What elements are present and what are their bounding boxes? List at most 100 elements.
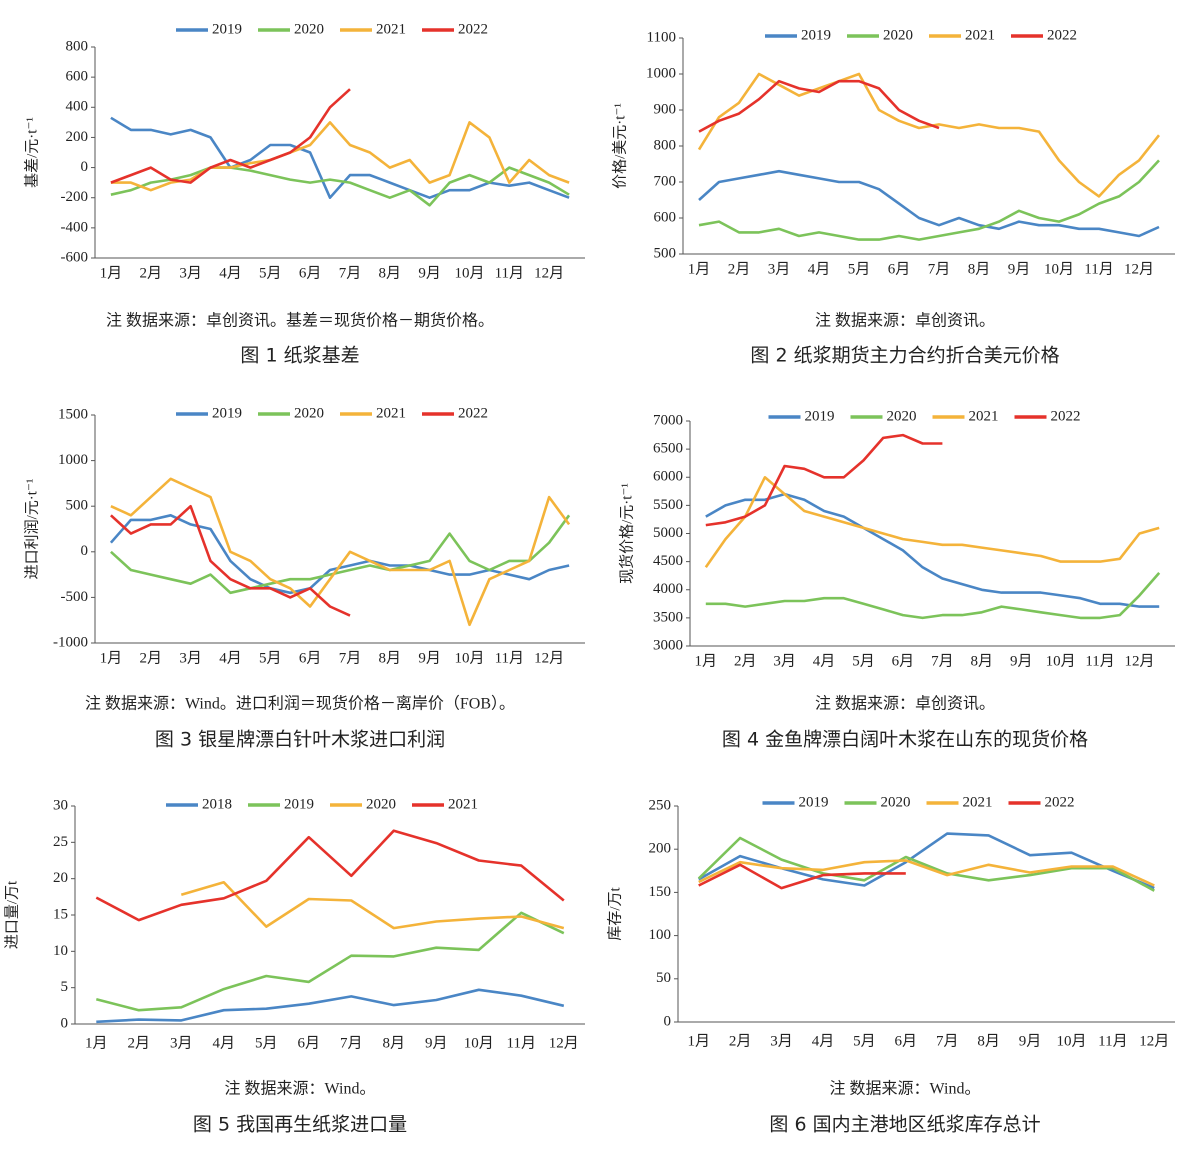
legend-label: 2019	[212, 405, 242, 421]
y-tick-label: 0	[81, 159, 89, 175]
x-tick-label: 6月	[299, 265, 322, 281]
y-axis-label: 价格/美元·t⁻¹	[611, 103, 628, 189]
legend-label: 2020	[883, 27, 913, 43]
x-tick-label: 2月	[140, 265, 163, 281]
y-tick-label: 700	[654, 173, 677, 189]
legend-label: 2020	[294, 405, 324, 421]
x-tick-label: 5月	[848, 261, 871, 277]
series-line	[698, 159, 1160, 241]
legend-label: 2021	[965, 27, 995, 43]
x-tick-label: 1月	[688, 261, 711, 277]
y-tick-label: 1000	[646, 65, 676, 81]
x-tick-label: 7月	[340, 1035, 363, 1051]
y-tick-label: 400	[66, 99, 89, 115]
y-tick-label: 20	[53, 870, 68, 886]
x-tick-label: 12月	[534, 265, 564, 281]
y-tick-label: 4000	[653, 581, 683, 597]
caption: 图 4 金鱼牌漂白阔叶木浆在山东的现货价格	[722, 729, 1088, 751]
x-tick-label: 3月	[179, 265, 202, 281]
x-tick-label: 2月	[127, 1035, 150, 1051]
x-tick-label: 9月	[1010, 653, 1033, 669]
y-tick-label: 600	[654, 209, 677, 225]
note: 注 数据来源：Wind。进口利润＝现货价格－离岸价（FOB）。	[85, 695, 515, 713]
y-tick-label: 0	[81, 543, 89, 559]
caption: 图 5 我国再生纸浆进口量	[193, 1114, 407, 1136]
series-line	[705, 433, 943, 527]
x-tick-label: 9月	[425, 1035, 448, 1051]
y-tick-label: 150	[649, 884, 672, 900]
y-tick-label: 100	[649, 927, 672, 943]
x-tick-label: 4月	[212, 1035, 235, 1051]
legend-label: 2022	[1047, 27, 1077, 43]
series-line	[698, 79, 940, 133]
legend-label: 2022	[458, 405, 488, 421]
x-tick-label: 6月	[892, 653, 915, 669]
series-line	[110, 166, 570, 207]
x-tick-label: 3月	[770, 1033, 793, 1049]
y-tick-label: 1100	[647, 29, 676, 45]
x-tick-label: 10月	[1044, 261, 1074, 277]
x-tick-label: 2月	[140, 650, 163, 666]
note: 注 数据来源：卓创资讯。	[815, 312, 995, 330]
y-tick-label: 1000	[58, 452, 88, 468]
y-tick-label: 4500	[653, 553, 683, 569]
legend-label: 2019	[212, 21, 242, 37]
y-tick-label: 5000	[653, 525, 683, 541]
x-tick-label: 5月	[852, 653, 875, 669]
x-tick-label: 3月	[170, 1035, 193, 1051]
x-tick-label: 11月	[495, 650, 524, 666]
y-tick-label: 0	[664, 1013, 672, 1029]
series-line	[698, 859, 1155, 887]
legend-label: 2021	[963, 794, 993, 810]
note: 注 数据来源：卓创资讯。	[815, 695, 995, 713]
y-axis-label: 进口量/万t	[3, 880, 20, 949]
legend-label: 2021	[969, 408, 999, 424]
y-tick-label: -400	[61, 219, 89, 235]
x-tick-label: 9月	[1019, 1033, 1042, 1049]
note: 注 数据来源：Wind。	[830, 1080, 981, 1098]
legend-label: 2020	[881, 794, 911, 810]
y-axis-label: 进口利润/元·t⁻¹	[23, 479, 40, 580]
series-line	[110, 88, 351, 184]
y-tick-label: 30	[53, 797, 68, 813]
note: 注 数据来源：Wind。	[225, 1080, 376, 1098]
y-tick-label: 200	[649, 841, 672, 857]
caption: 图 6 国内主港地区纸浆库存总计	[769, 1114, 1040, 1136]
legend-label: 2020	[294, 21, 324, 37]
x-tick-label: 4月	[808, 261, 831, 277]
x-tick-label: 3月	[773, 653, 796, 669]
legend-label: 2019	[284, 796, 314, 812]
y-axis-label: 现货价格/元·t⁻¹	[618, 483, 635, 584]
x-tick-label: 5月	[255, 1035, 278, 1051]
x-tick-label: 8月	[971, 653, 994, 669]
x-tick-label: 8月	[968, 261, 991, 277]
legend-label: 2018	[202, 796, 232, 812]
y-tick-label: -600	[61, 249, 89, 265]
caption: 图 2 纸浆期货主力合约折合美元价格	[750, 345, 1059, 367]
y-tick-label: 3500	[653, 609, 683, 625]
legend-label: 2022	[1045, 794, 1075, 810]
x-tick-label: 2月	[734, 653, 757, 669]
x-tick-label: 7月	[928, 261, 951, 277]
x-tick-label: 5月	[259, 265, 282, 281]
legend-label: 2021	[376, 405, 406, 421]
x-tick-label: 8月	[382, 1035, 405, 1051]
series-line	[705, 572, 1161, 620]
x-tick-label: 8月	[379, 265, 402, 281]
x-tick-label: 3月	[768, 261, 791, 277]
series-line	[109, 514, 570, 595]
y-tick-label: -200	[61, 189, 89, 205]
y-tick-label: 250	[649, 797, 672, 813]
series-line	[110, 116, 570, 199]
legend-label: 2020	[366, 796, 396, 812]
y-tick-label: 0	[61, 1015, 69, 1031]
legend-label: 2019	[801, 27, 831, 43]
y-axis-label: 基差/元·t⁻¹	[23, 117, 40, 188]
y-tick-label: -1000	[53, 634, 88, 650]
x-tick-label: 12月	[549, 1035, 579, 1051]
x-tick-label: 11月	[1085, 653, 1114, 669]
x-tick-label: 3月	[179, 650, 202, 666]
x-tick-label: 12月	[1124, 261, 1154, 277]
y-tick-label: 600	[66, 69, 89, 85]
x-tick-label: 9月	[418, 265, 441, 281]
